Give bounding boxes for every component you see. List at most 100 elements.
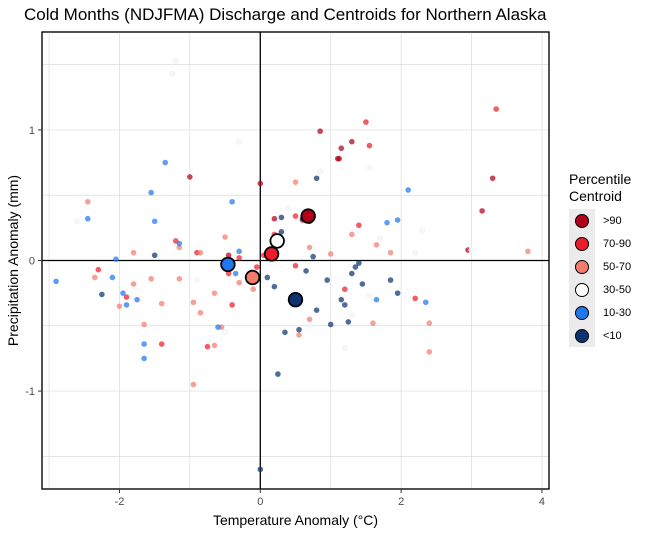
- legend-key: [569, 301, 595, 324]
- legend-item: 10-30: [569, 301, 645, 324]
- data-point: [394, 290, 401, 296]
- legend-title: Percentile Centroid: [569, 171, 645, 205]
- data-point: [306, 316, 313, 323]
- data-point: [412, 295, 419, 302]
- data-point: [359, 281, 366, 287]
- data-point: [222, 329, 229, 336]
- data-point: [215, 324, 221, 330]
- y-tick-label: -1: [25, 386, 35, 398]
- data-point: [366, 142, 373, 149]
- data-point: [225, 252, 232, 259]
- data-point: [250, 286, 257, 293]
- data-point: [176, 244, 183, 251]
- data-point: [306, 322, 313, 329]
- data-point: [232, 270, 239, 277]
- data-points: [53, 57, 531, 473]
- centroid-point: [244, 269, 261, 286]
- data-point: [225, 270, 232, 277]
- data-point: [197, 249, 204, 256]
- legend-item: 70-90: [569, 232, 645, 255]
- centroid-point: [263, 246, 280, 262]
- data-point: [489, 175, 496, 182]
- centroid-point: [287, 291, 304, 308]
- data-point: [109, 274, 116, 281]
- data-point: [384, 219, 390, 226]
- legend-label: 30-50: [603, 283, 632, 296]
- legend-key: [569, 209, 595, 232]
- data-point: [99, 291, 105, 298]
- legend-key: [569, 255, 595, 278]
- data-point: [120, 290, 126, 296]
- data-point: [366, 164, 373, 171]
- legend: Percentile Centroid >90 70-90 50-70 30-50 10…: [569, 171, 645, 347]
- legend-label: 10-30: [603, 306, 632, 319]
- data-point: [190, 299, 197, 306]
- data-point: [229, 302, 235, 308]
- legend-swatch: [575, 213, 589, 228]
- data-point: [387, 277, 394, 283]
- data-point: [303, 268, 309, 274]
- legend-swatch: [575, 282, 589, 297]
- legend-label: 70-90: [603, 237, 632, 250]
- data-point: [172, 57, 179, 64]
- data-point: [158, 300, 165, 307]
- data-point: [422, 299, 429, 306]
- legend-title-line-1: Percentile: [569, 171, 632, 187]
- data-point: [74, 218, 81, 225]
- data-point: [525, 248, 531, 255]
- centroid-point: [220, 256, 236, 273]
- data-point: [130, 281, 137, 287]
- data-point: [193, 277, 200, 284]
- data-point: [236, 279, 242, 286]
- data-point: [352, 264, 359, 270]
- legend-key: [569, 278, 595, 301]
- data-point: [141, 355, 147, 362]
- data-point: [141, 321, 147, 328]
- data-point: [169, 70, 176, 77]
- data-point: [356, 260, 362, 266]
- legend-key: [569, 324, 595, 347]
- centroid-point: [300, 208, 316, 224]
- x-axis-title: Temperature Anomaly (°C): [213, 512, 378, 528]
- data-point: [264, 274, 271, 281]
- data-point: [204, 343, 211, 350]
- data-point: [341, 286, 348, 293]
- data-point: [84, 198, 91, 205]
- data-point: [190, 381, 197, 388]
- data-point: [317, 168, 324, 175]
- legend-label: >90: [603, 214, 622, 227]
- data-point: [282, 329, 288, 336]
- data-point: [113, 256, 119, 262]
- x-tick-label: -2: [115, 496, 125, 508]
- data-point: [336, 155, 342, 162]
- legend-title-line-2: Centroid: [569, 188, 622, 204]
- data-point: [327, 321, 334, 328]
- legend-key: [569, 232, 595, 255]
- data-point: [123, 302, 130, 308]
- data-point: [257, 466, 264, 473]
- data-point: [187, 174, 193, 180]
- data-point: [236, 255, 242, 261]
- data-point: [313, 307, 320, 313]
- data-point: [176, 275, 183, 282]
- data-point: [373, 242, 380, 248]
- x-tick-label: 4: [539, 496, 545, 508]
- data-point: [296, 332, 302, 338]
- data-point: [123, 294, 130, 300]
- y-axis-title: Precipitation Anomaly (mm): [5, 175, 21, 346]
- data-point: [236, 248, 242, 255]
- data-point: [197, 309, 204, 316]
- data-point: [176, 240, 183, 247]
- data-point: [275, 371, 281, 377]
- data-point: [211, 342, 218, 349]
- legend-swatch: [575, 259, 589, 274]
- data-point: [292, 262, 299, 269]
- data-point: [341, 302, 348, 308]
- data-point: [349, 270, 355, 277]
- data-point: [134, 296, 140, 303]
- data-point: [324, 277, 330, 283]
- data-point: [370, 320, 376, 326]
- data-point: [419, 227, 426, 234]
- legend-label: <10: [603, 329, 622, 342]
- data-point: [468, 247, 475, 254]
